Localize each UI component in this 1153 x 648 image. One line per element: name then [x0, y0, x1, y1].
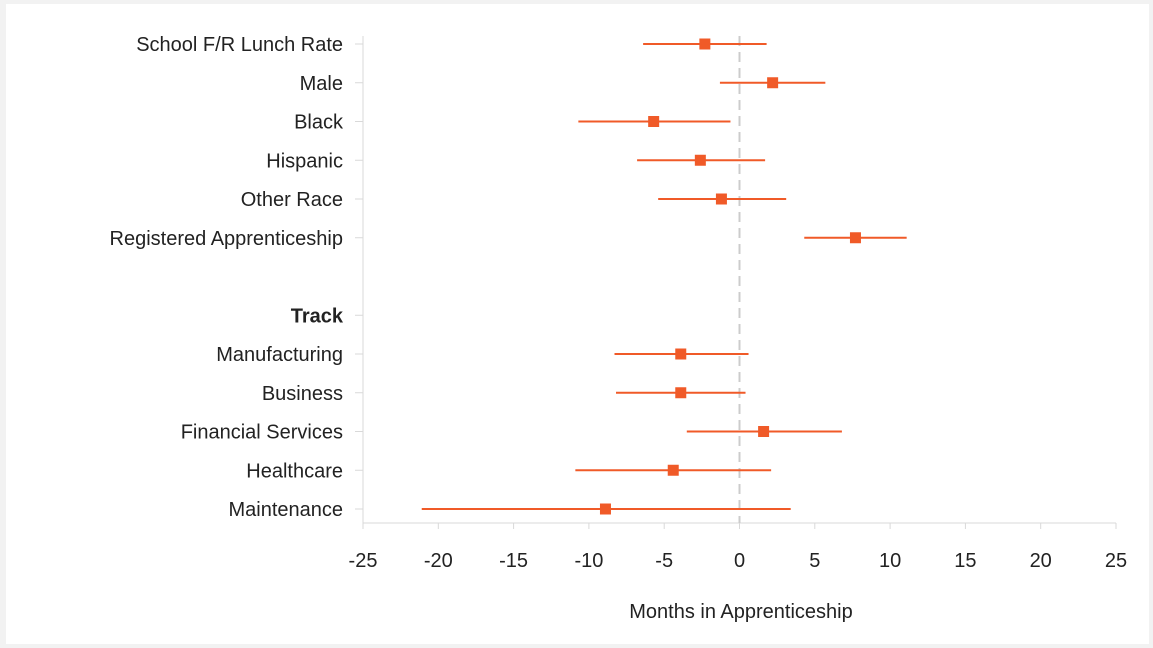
x-tick-label: -15: [499, 550, 528, 572]
point-estimate-marker: [715, 193, 727, 205]
point-estimate-marker: [648, 116, 660, 127]
labels-group: -25 -20 -15 -10 -5 0 5 10 15 20 25 School F/R Lunch…: [110, 34, 1128, 572]
point-estimate-marker: [694, 154, 706, 166]
point-estimate-marker: [667, 464, 679, 476]
category-label: Hispanic: [266, 150, 343, 172]
x-tick-label: -20: [424, 550, 453, 572]
category-label: Registered Apprenticeship: [110, 228, 343, 250]
point-estimate-marker: [758, 426, 770, 437]
point-estimate-marker: [675, 348, 687, 360]
category-label: Black: [294, 112, 344, 134]
point-estimate-marker: [699, 38, 711, 50]
point-estimate-marker: [599, 503, 611, 515]
point-estimate-marker: [849, 232, 861, 244]
point-estimate-marker: [675, 387, 687, 399]
axes-group: [355, 36, 1117, 529]
category-label: Healthcare: [246, 460, 343, 482]
x-tick-label: 0: [734, 550, 745, 572]
x-tick-label: -10: [574, 550, 603, 572]
category-label: Male: [300, 73, 343, 95]
category-label: Business: [262, 383, 343, 405]
category-label: Maintenance: [228, 499, 343, 521]
forest-plot-chart: -25 -20 -15 -10 -5 0 5 10 15 20 25 School F/R Lunch…: [110, 34, 1128, 623]
category-label: Other Race: [241, 189, 343, 211]
x-axis-title: Months in Apprenticeship: [629, 601, 852, 623]
x-tick-label: 20: [1030, 550, 1052, 572]
category-label: Financial Services: [181, 422, 343, 444]
category-label: Manufacturing: [216, 344, 343, 366]
x-tick-label: 5: [809, 550, 820, 572]
point-estimate-marker: [767, 77, 779, 89]
x-tick-label: 25: [1105, 550, 1127, 572]
marks-group: [421, 38, 907, 515]
x-tick-label: -25: [349, 550, 378, 572]
chart-frame: -25 -20 -15 -10 -5 0 5 10 15 20 25 School F/R Lunch…: [6, 4, 1149, 644]
category-label: School F/R Lunch Rate: [136, 34, 343, 56]
x-tick-label: 15: [954, 550, 976, 572]
group-header-label: Track: [291, 305, 344, 327]
x-tick-label: -5: [655, 550, 673, 572]
x-tick-label: 10: [879, 550, 901, 572]
